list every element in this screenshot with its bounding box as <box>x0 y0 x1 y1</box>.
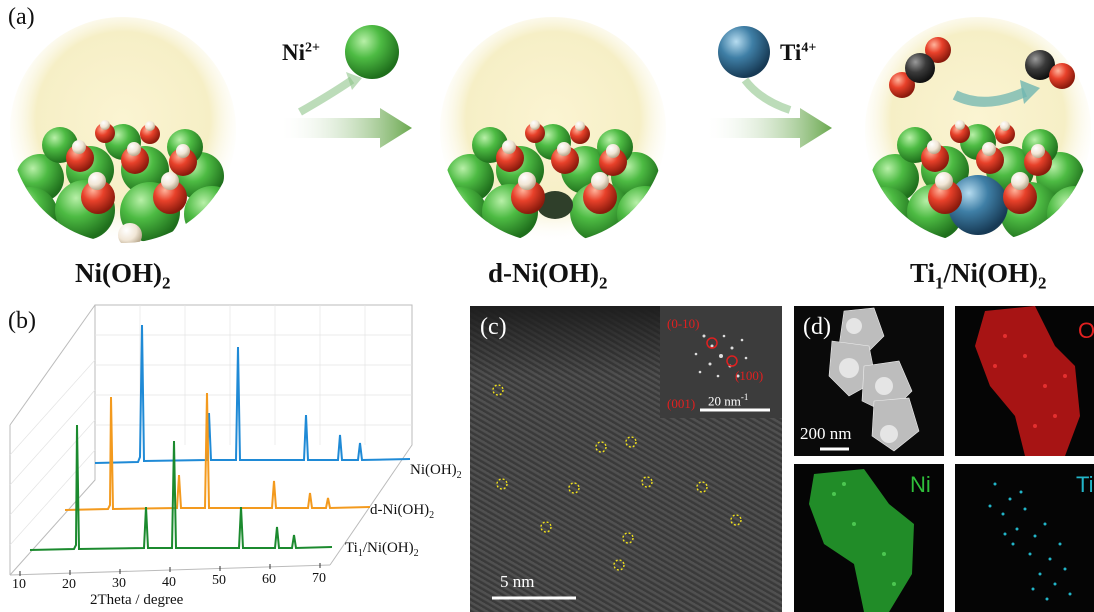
arrow-1 <box>282 25 412 148</box>
panel-d-label: (d) <box>803 314 831 340</box>
co2-molecule <box>889 37 951 98</box>
hrtem-image: (0-10) (100) (001) 20 nm-1 <box>470 306 782 612</box>
tick-40: 40 <box>162 575 176 590</box>
ti-ion-label: Ti4+ <box>780 40 817 65</box>
eds-map-o-label: O <box>1078 318 1094 343</box>
label-d-ni-oh2: d-Ni(OH)2 <box>488 258 608 293</box>
eds-map-ti-label: Ti <box>1076 472 1094 497</box>
fft-inset <box>660 306 782 418</box>
label-ni-oh2: Ni(OH)2 <box>75 258 171 293</box>
eds-map-ni <box>794 464 944 612</box>
tick-20: 20 <box>62 577 76 592</box>
label-ti1-ni-oh2: Ti1/Ni(OH)2 <box>910 258 1047 293</box>
panel-b-label: (b) <box>8 308 36 334</box>
fft-label-0-10: (0-10) <box>667 316 700 331</box>
panel-c-label: (c) <box>480 314 507 340</box>
panel-a-label: (a) <box>8 4 35 30</box>
haadf-scale-label: 200 nm <box>800 424 852 443</box>
eds-map-ti <box>955 464 1094 612</box>
tick-60: 60 <box>262 572 276 587</box>
panel-a-illustration <box>10 17 1091 243</box>
tick-50: 50 <box>212 573 226 588</box>
arrow-2 <box>708 26 832 148</box>
xrd-trace-ni-oh2 <box>94 324 411 464</box>
xrd-plot <box>9 304 413 576</box>
eds-map-o <box>955 306 1094 456</box>
ni-ion-label: Ni2+ <box>282 40 320 65</box>
tick-10: 10 <box>12 577 26 592</box>
ti1-ni-oh2-model <box>865 17 1091 243</box>
xrd-trace-d-ni-oh2 <box>64 392 371 511</box>
hrtem-scale-label: 5 nm <box>500 572 535 591</box>
reaction-arrow <box>952 87 1028 107</box>
xrd-x-axis-label: 2Theta / degree <box>90 592 184 608</box>
haadf-image <box>794 306 944 456</box>
fft-label-001: (001) <box>667 396 696 411</box>
eds-map-ni-label: Ni <box>910 472 931 497</box>
tick-30: 30 <box>112 576 126 591</box>
d-ni-oh2-model <box>440 17 666 243</box>
co-molecule <box>1025 50 1075 89</box>
xrd-label-d-ni-oh2: d-Ni(OH)2 <box>370 502 435 521</box>
xrd-label-ti1-ni-oh2: Ti1/Ni(OH)2 <box>345 540 419 559</box>
ni-oh2-model <box>10 17 236 243</box>
tick-70: 70 <box>312 571 326 586</box>
xrd-label-ni-oh2: Ni(OH)2 <box>410 462 462 481</box>
fft-label-100: (100) <box>735 368 764 383</box>
xrd-trace-ti1-ni-oh2 <box>29 424 333 551</box>
fft-scale-label: 20 nm-1 <box>708 392 749 409</box>
